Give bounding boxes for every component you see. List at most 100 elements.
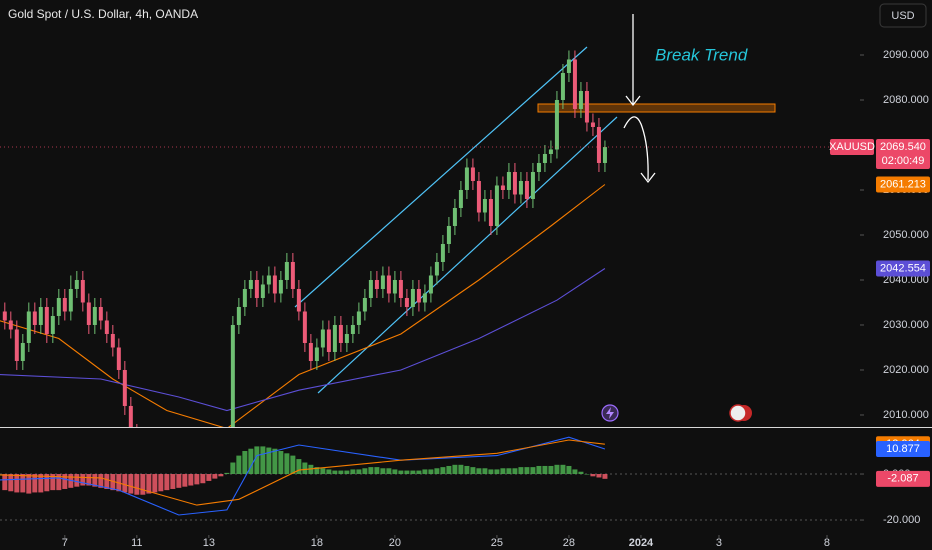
histogram-bar <box>494 469 500 475</box>
histogram-bar <box>530 467 536 475</box>
histogram-bar <box>506 468 512 475</box>
histogram-bar <box>80 474 86 486</box>
histogram-bar <box>446 465 452 475</box>
arrow-head <box>640 172 656 184</box>
histogram-bar <box>398 470 404 475</box>
candle-body <box>2 311 7 321</box>
resistance-zone <box>537 103 776 113</box>
histogram-bar <box>326 469 332 475</box>
histogram-bar <box>296 459 302 475</box>
candle-body <box>464 167 469 190</box>
candle-body <box>32 311 37 325</box>
candle-body <box>236 306 241 325</box>
histogram-bar <box>596 474 602 478</box>
histogram-bar <box>566 465 572 475</box>
candle-body <box>272 275 277 294</box>
candle-body <box>542 153 547 163</box>
histogram-bar <box>284 453 290 475</box>
candle-body <box>422 293 427 303</box>
candle-body <box>428 275 433 294</box>
candle-body <box>470 167 475 181</box>
candle-body <box>404 297 409 307</box>
arrow-head <box>625 95 641 107</box>
candle-body <box>392 279 397 294</box>
candle-body <box>560 72 565 100</box>
histogram-bar <box>140 474 146 495</box>
candle-body <box>374 279 379 289</box>
candle-body <box>518 180 523 195</box>
histogram-bar <box>572 469 578 475</box>
histogram-bar <box>62 474 68 489</box>
histogram-bar <box>536 465 542 475</box>
histogram-bar <box>560 464 566 475</box>
candle-body <box>596 126 601 163</box>
y-tick-label: 2080.000 <box>883 94 929 106</box>
histogram-bar <box>584 474 590 475</box>
histogram-bar <box>554 464 560 475</box>
histogram-bar <box>578 471 584 475</box>
pane <box>0 436 860 521</box>
y-tick-label: 2010.000 <box>883 409 929 421</box>
x-tick-label: 28 <box>563 537 575 549</box>
candle-body <box>452 207 457 226</box>
histogram-bar <box>230 462 236 475</box>
histogram-bar <box>500 468 506 475</box>
histogram-bar <box>176 474 182 488</box>
histogram-bar <box>374 467 380 475</box>
candle-body <box>506 171 511 190</box>
histogram-bar <box>338 470 344 475</box>
histogram-bar <box>290 455 296 475</box>
price-tag-label: 2042.554 <box>880 262 926 274</box>
channel-upper <box>294 46 588 308</box>
histogram-bar <box>14 474 20 493</box>
candle-body <box>380 275 385 289</box>
candle-body <box>14 329 19 361</box>
candle-body <box>278 279 283 294</box>
candle-body <box>548 149 553 154</box>
candle-body <box>92 306 97 325</box>
histogram-bar <box>344 470 350 475</box>
x-tick-label: 13 <box>203 537 215 549</box>
histogram-bar <box>464 465 470 475</box>
candle-body <box>458 189 463 208</box>
currency-label: USD <box>891 10 914 22</box>
histogram-bar <box>452 464 458 475</box>
histogram-bar <box>44 474 50 492</box>
candle-body <box>398 279 403 298</box>
x-tick-label: 3 <box>716 537 722 549</box>
histogram-bar <box>182 474 188 487</box>
candle-body <box>482 198 487 213</box>
histogram-bar <box>518 467 524 475</box>
histogram-bar <box>2 474 8 491</box>
candle-body <box>572 59 577 109</box>
candle-body <box>590 122 595 127</box>
candle-body <box>488 198 493 226</box>
candle-body <box>260 284 265 298</box>
indicator-line <box>0 184 606 427</box>
candle-body <box>416 288 421 303</box>
histogram-bar <box>8 474 14 492</box>
price-tag-label: 2069.540 <box>880 141 926 153</box>
flag-icon[interactable] <box>729 404 747 422</box>
histogram-bar <box>134 474 140 495</box>
histogram-bar <box>512 468 518 475</box>
y-tick-label: -20.000 <box>883 514 920 526</box>
x-tick-label: 18 <box>311 537 323 549</box>
candle-body <box>62 297 67 312</box>
candle-body <box>116 347 121 370</box>
candle-body <box>296 288 301 312</box>
y-tick-label: 2090.000 <box>883 49 929 61</box>
candle-body <box>128 405 133 427</box>
candle-body <box>536 162 541 172</box>
y-tick-label: 2020.000 <box>883 364 929 376</box>
histogram-bar <box>488 469 494 475</box>
candle-body <box>266 275 271 285</box>
candle-body <box>602 147 607 163</box>
candle-body <box>74 279 79 289</box>
candle-body <box>344 333 349 343</box>
candle-body <box>20 342 25 361</box>
candle-body <box>98 306 103 321</box>
currency-button[interactable] <box>879 3 927 28</box>
histogram-bar <box>188 474 194 486</box>
